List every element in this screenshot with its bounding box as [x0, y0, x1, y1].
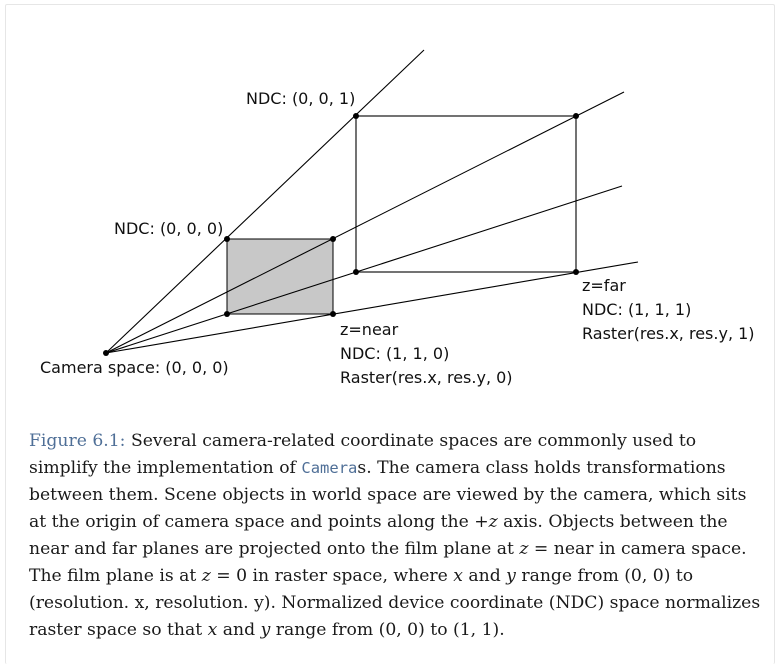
math-z-zero-op: = [210, 566, 237, 586]
caption-text-11: range from [270, 620, 379, 640]
figure-reference: Figure 6.1: [29, 431, 126, 451]
caption-text-5: in raster space, where [247, 566, 454, 586]
label-far-z: z=far [582, 276, 626, 295]
camera-origin-point [103, 350, 109, 356]
near-corner-br [330, 311, 336, 317]
label-camera-space: Camera space: (0, 0, 0) [40, 358, 229, 377]
math-z-zero-lhs: z [201, 566, 211, 586]
camera-class-name: Camera [301, 459, 358, 477]
math-range-resolution: (resolution. x, resolution. y) [29, 593, 271, 613]
figure-caption: Figure 6.1: Several camera-related coord… [29, 428, 764, 644]
far-corner-br [573, 269, 579, 275]
near-corner-bl [224, 311, 230, 317]
math-z-near-op: = [528, 539, 554, 559]
label-ndc-001: NDC: (0, 0, 1) [246, 89, 355, 108]
near-corner-tr [330, 236, 336, 242]
math-range-origin-2: (0, 0) [378, 620, 425, 640]
caption-text-12: to [424, 620, 454, 640]
math-z-near-rhs: near [553, 539, 594, 559]
ray-bottom-left [105, 185, 623, 354]
far-corner-tl [353, 113, 359, 119]
caption-text-10: and [217, 620, 261, 640]
math-y-1: y [506, 566, 516, 586]
label-near-raster: Raster(res.x, res.y, 0) [340, 368, 513, 387]
caption-text-3: axis. Objects between the near and far p… [29, 512, 728, 559]
math-range-one: (1, 1) [453, 620, 500, 640]
caption-text-13: . [499, 620, 505, 640]
far-plane [355, 115, 577, 273]
near-corner-tl [224, 236, 230, 242]
label-far-raster: Raster(res.x, res.y, 1) [582, 324, 755, 343]
label-near-ndc: NDC: (1, 1, 0) [340, 344, 449, 363]
math-z-near-lhs: z [519, 539, 529, 559]
ray-bottom-right [105, 261, 639, 354]
math-y-2: y [260, 620, 271, 640]
caption-text-6: and [462, 566, 507, 586]
label-near-z: z=near [340, 320, 399, 339]
figure-frame [5, 4, 775, 664]
ray-top-left [105, 49, 425, 354]
math-z-zero-rhs: 0 [236, 566, 248, 586]
label-ndc-000: NDC: (0, 0, 0) [114, 219, 223, 238]
caption-text-1: Several camera-related coordinate spaces… [29, 431, 697, 478]
math-range-origin-1: (0, 0) [624, 566, 671, 586]
caption-text-8: to [670, 566, 694, 586]
label-far-ndc: NDC: (1, 1, 1) [582, 300, 691, 319]
math-plus-z: +z [474, 512, 498, 532]
near-plane [226, 238, 334, 315]
caption-text-4: in camera space. The film plane is at [29, 539, 747, 586]
math-x-1: x [453, 566, 463, 586]
caption-text-2: s. The camera class holds transformation… [29, 458, 747, 532]
far-corner-bl [353, 269, 359, 275]
far-corner-tr [573, 113, 579, 119]
math-x-2: x [207, 620, 218, 640]
caption-text-9: . Normalized device coordinate (NDC) spa… [29, 593, 761, 640]
ray-top-right [105, 91, 625, 354]
camera-spaces-diagram: NDC: (0, 0, 1) NDC: (0, 0, 0) Camera spa… [40, 49, 755, 387]
caption-text-7: range from [515, 566, 625, 586]
